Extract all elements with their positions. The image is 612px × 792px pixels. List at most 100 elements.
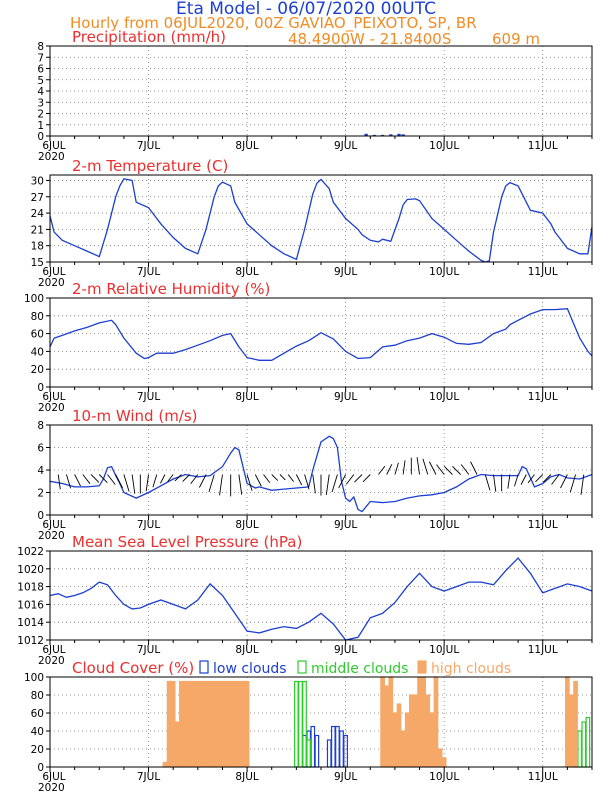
panel-title: 10-m Wind (m/s) [72,407,198,425]
y-tick-label: 18 [31,241,44,253]
wind-arrow [416,457,420,475]
panel-title: 2-m Relative Humidity (%) [72,280,270,298]
cloud-bar [335,725,340,768]
year-label: 2020 [38,782,65,792]
cloud-bar [425,694,431,768]
y-tick-label: 27 [31,192,44,204]
series-line [49,435,593,513]
x-tick-label: 8JUL [235,391,258,403]
legend-label: high clouds [431,661,511,677]
y-tick-label: 100 [24,672,44,684]
wind-arrow [331,474,338,493]
y-tick-label: 4 [37,465,44,477]
wind-arrow [160,474,166,484]
x-tick-label: 8JUL [235,644,258,656]
x-tick-label: 10JUL [429,266,459,278]
y-tick-label: 0 [37,510,44,522]
x-tick-label: 11JUL [528,266,558,278]
y-tick-label: 6 [37,64,44,76]
cloud-bar [298,680,303,768]
y-tick-label: 1014 [17,617,44,629]
x-tick-label: 10JUL [429,391,459,403]
wind-arrow [386,464,393,475]
wind-arrow [82,474,91,485]
y-tick-label: 15 [31,257,44,269]
x-tick-label: 9JUL [334,644,357,656]
cloud-bar [573,680,578,768]
wind-arrow [436,464,445,475]
cloud-bar [203,680,209,768]
cloud-bar [224,680,229,768]
panel-title: 2-m Temperature (C) [72,157,228,175]
cloud-bar [585,716,591,768]
wind-arrow [470,461,478,475]
x-tick-label: 11JUL [528,644,558,656]
cloud-bar [380,676,385,768]
x-tick-label: 7JUL [137,266,160,278]
panel-5: 1012 1014 1016 1018 1020 1022 6JUL 7JUL 8JUL 9JUL… [17,533,593,667]
y-tick-label: 1018 [17,582,44,594]
wind-arrow [304,474,310,490]
y-tick-label: 8 [37,41,44,53]
y-tick-label: 1016 [17,599,44,611]
wind-arrow [152,474,158,488]
x-tick-label: 9JUL [334,519,357,531]
series-line [49,178,593,263]
cloud-bar [413,694,418,768]
precip-bar [401,134,405,136]
panel-3: 0 20 40 60 80 100 6JUL 7JUL 8JUL 9JUL 10JUL 11JUL 20… [24,280,593,414]
cloud-bar [581,721,587,768]
wind-arrow [287,474,294,482]
cloud-bar [170,680,176,768]
cloud-bar [211,680,217,768]
x-tick-label: 7JUL [137,140,160,152]
cloud-bar [306,739,312,768]
wind-arrow [295,474,303,486]
x-tick-label: 10JUL [429,140,459,152]
y-tick-label: 20 [31,364,44,376]
series-line [49,308,593,361]
cloud-bar [310,725,316,768]
wind-arrow [452,465,461,475]
wind-arrow [219,474,223,496]
y-tick-label: 80 [31,311,44,323]
wind-arrow [271,474,279,481]
legend-label: low clouds [213,661,287,677]
x-tick-label: 10JUL [429,644,459,656]
wind-arrow [279,474,286,481]
y-tick-label: 2 [37,488,44,500]
wind-arrow [131,474,136,494]
year-label: 2020 [38,402,65,414]
wind-arrow [514,474,519,487]
cloud-bar [207,680,213,768]
cloud-bar [408,694,414,768]
y-tick-label: 40 [31,726,44,738]
plot-frame [49,174,593,263]
panel-title: Precipitation (mm/h) [72,28,226,46]
x-tick-label: 7JUL [137,771,160,783]
panel-title: Mean Sea Level Pressure (hPa) [72,533,302,551]
y-tick-label: 20 [31,744,44,756]
wind-arrow [123,474,130,492]
precip-bar [397,133,401,136]
y-tick-label: 4 [37,86,44,98]
cloud-bar [396,703,402,768]
legend-swatch [199,660,209,674]
y-tick-label: 40 [31,346,44,358]
x-tick-label: 11JUL [528,771,558,783]
legend-swatch [417,660,427,674]
cloud-bar [191,680,197,768]
wind-arrow [569,474,577,493]
y-tick-label: 30 [31,175,44,187]
cloud-bar [236,680,242,768]
year-label: 2020 [38,655,65,667]
wind-arrow [90,474,100,483]
cloud-bar [294,680,299,768]
wind-arrow [263,474,271,483]
x-tick-label: 6JUL [42,266,65,278]
y-tick-label: 24 [31,208,45,220]
x-tick-label: 8JUL [235,266,258,278]
wind-arrow [484,474,491,491]
wind-arrow [378,465,386,475]
